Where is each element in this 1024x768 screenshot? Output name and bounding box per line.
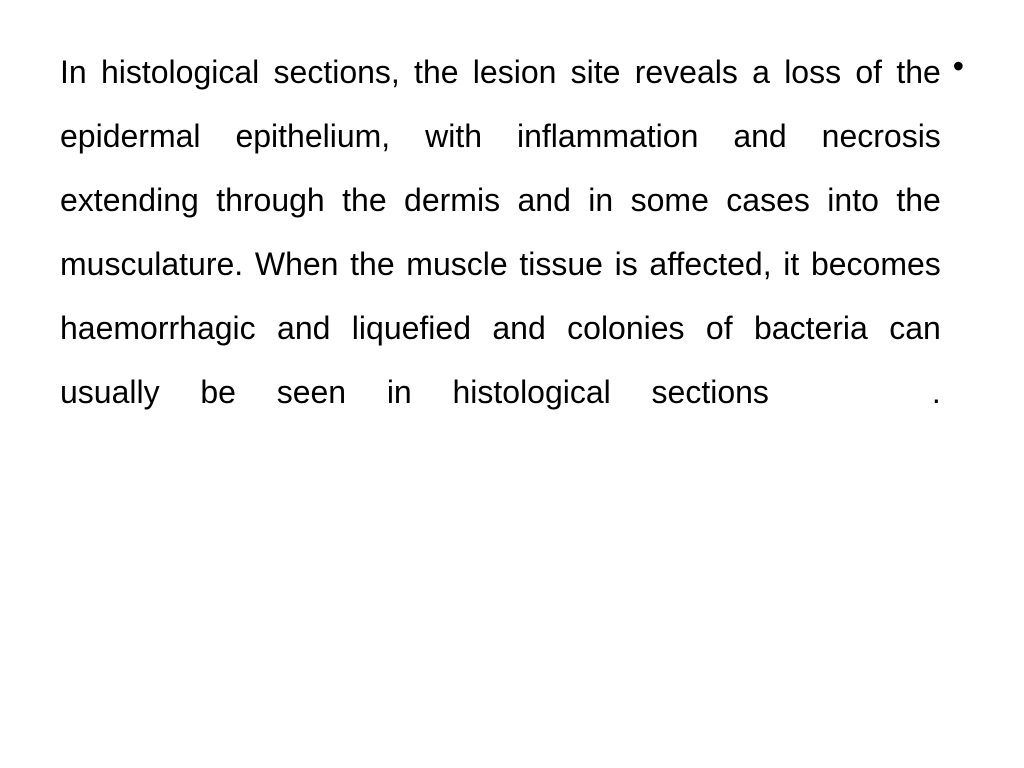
bullet-marker: • bbox=[953, 48, 964, 85]
slide-content: • In histological sections, the lesion s… bbox=[0, 0, 1024, 768]
slide-body-text: In histological sections, the lesion sit… bbox=[60, 40, 941, 424]
bullet-list-item: • In histological sections, the lesion s… bbox=[60, 40, 964, 424]
